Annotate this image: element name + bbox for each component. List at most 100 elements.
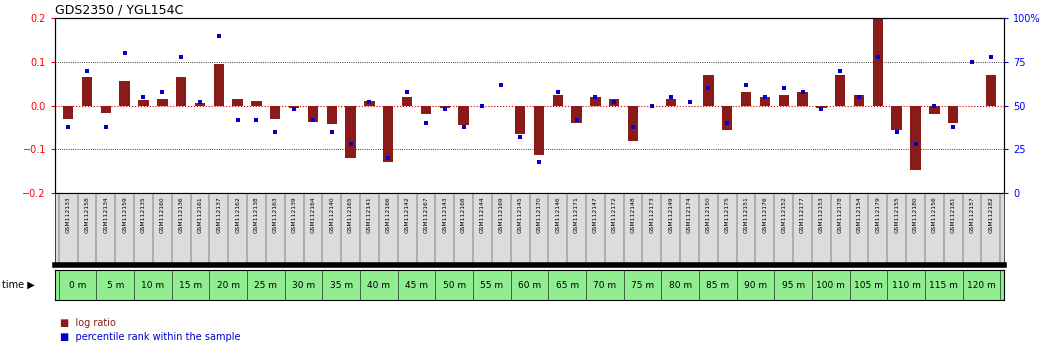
Text: 80 m: 80 m <box>668 280 691 290</box>
Text: GSM112151: GSM112151 <box>744 196 749 233</box>
Bar <box>797 92 808 105</box>
Text: 0 m: 0 m <box>69 280 86 290</box>
Bar <box>63 105 73 119</box>
Bar <box>288 105 299 108</box>
Bar <box>440 105 450 108</box>
Text: 20 m: 20 m <box>217 280 240 290</box>
Text: 75 m: 75 m <box>630 280 654 290</box>
Text: GSM112174: GSM112174 <box>687 196 692 233</box>
Text: 30 m: 30 m <box>292 280 315 290</box>
Bar <box>233 99 242 105</box>
Bar <box>534 105 544 154</box>
Text: GSM112152: GSM112152 <box>782 196 786 233</box>
Bar <box>383 105 393 161</box>
Text: ■  percentile rank within the sample: ■ percentile rank within the sample <box>60 332 240 342</box>
Bar <box>703 75 713 105</box>
Text: 10 m: 10 m <box>142 280 165 290</box>
Text: GSM112157: GSM112157 <box>969 196 975 233</box>
Text: GSM112146: GSM112146 <box>555 196 560 233</box>
Text: 70 m: 70 m <box>594 280 617 290</box>
Text: GSM112137: GSM112137 <box>216 196 221 233</box>
Text: GSM112158: GSM112158 <box>85 196 89 233</box>
Text: 90 m: 90 m <box>744 280 767 290</box>
Text: time ▶: time ▶ <box>2 280 35 290</box>
Text: GSM112140: GSM112140 <box>329 196 335 233</box>
Text: GSM112177: GSM112177 <box>800 196 805 233</box>
Text: 55 m: 55 m <box>480 280 504 290</box>
Text: 35 m: 35 m <box>329 280 352 290</box>
Text: GSM112145: GSM112145 <box>517 196 522 233</box>
Text: GSM112143: GSM112143 <box>443 196 447 233</box>
Text: GSM112172: GSM112172 <box>612 196 617 233</box>
Bar <box>252 101 261 105</box>
Bar <box>816 105 827 108</box>
Bar <box>82 77 92 105</box>
Text: GSM112150: GSM112150 <box>706 196 711 233</box>
Text: 85 m: 85 m <box>706 280 729 290</box>
Text: GDS2350 / YGL154C: GDS2350 / YGL154C <box>55 4 184 17</box>
Text: GSM112179: GSM112179 <box>875 196 880 233</box>
Text: GSM112147: GSM112147 <box>593 196 598 233</box>
Text: GSM112165: GSM112165 <box>348 196 354 233</box>
Text: GSM112161: GSM112161 <box>197 196 202 233</box>
Bar <box>345 105 356 158</box>
Text: 50 m: 50 m <box>443 280 466 290</box>
Text: GSM112142: GSM112142 <box>405 196 409 233</box>
Bar <box>759 97 770 105</box>
Bar <box>326 105 337 124</box>
Bar <box>778 95 789 105</box>
Text: GSM112134: GSM112134 <box>104 196 108 233</box>
Text: GSM112144: GSM112144 <box>480 196 485 233</box>
Text: 120 m: 120 m <box>967 280 996 290</box>
Bar <box>176 77 187 105</box>
Text: GSM112170: GSM112170 <box>536 196 541 233</box>
Text: GSM112136: GSM112136 <box>178 196 184 233</box>
Bar <box>591 97 601 105</box>
Text: 115 m: 115 m <box>929 280 958 290</box>
Text: GSM112160: GSM112160 <box>159 196 165 233</box>
Text: GSM112171: GSM112171 <box>574 196 579 233</box>
Text: GSM112164: GSM112164 <box>311 196 316 233</box>
Bar <box>929 105 940 114</box>
Bar <box>458 105 469 125</box>
Bar <box>835 75 845 105</box>
Bar <box>138 100 149 105</box>
Text: 110 m: 110 m <box>892 280 921 290</box>
Bar <box>911 105 921 170</box>
Bar <box>101 105 111 113</box>
Text: GSM112178: GSM112178 <box>838 196 842 233</box>
Bar <box>364 101 374 105</box>
Bar <box>628 105 638 141</box>
Bar <box>515 105 526 134</box>
Text: GSM112154: GSM112154 <box>857 196 861 233</box>
Bar <box>854 95 864 105</box>
Text: GSM112133: GSM112133 <box>66 196 70 233</box>
Bar <box>873 18 883 105</box>
Text: GSM112149: GSM112149 <box>668 196 673 233</box>
Bar <box>553 95 563 105</box>
Text: GSM112173: GSM112173 <box>649 196 655 233</box>
Text: 100 m: 100 m <box>816 280 845 290</box>
Text: GSM112169: GSM112169 <box>498 196 504 233</box>
Text: GSM112163: GSM112163 <box>273 196 278 233</box>
Text: GSM112162: GSM112162 <box>235 196 240 233</box>
Bar <box>157 98 168 105</box>
Text: GSM112159: GSM112159 <box>122 196 127 233</box>
Bar <box>120 81 130 105</box>
Text: GSM112168: GSM112168 <box>462 196 466 233</box>
Text: ■  log ratio: ■ log ratio <box>60 318 116 328</box>
Text: GSM112139: GSM112139 <box>292 196 297 233</box>
Text: 45 m: 45 m <box>405 280 428 290</box>
Bar <box>741 92 751 105</box>
Bar <box>665 99 676 105</box>
Bar <box>421 105 431 114</box>
Text: GSM112182: GSM112182 <box>988 196 993 233</box>
Text: GSM112153: GSM112153 <box>819 196 823 233</box>
Text: GSM112166: GSM112166 <box>386 196 391 233</box>
Text: GSM112175: GSM112175 <box>725 196 730 233</box>
Text: GSM112181: GSM112181 <box>950 196 956 233</box>
Bar <box>307 105 318 122</box>
Text: 25 m: 25 m <box>255 280 277 290</box>
Bar <box>722 105 732 130</box>
Text: GSM112155: GSM112155 <box>894 196 899 233</box>
